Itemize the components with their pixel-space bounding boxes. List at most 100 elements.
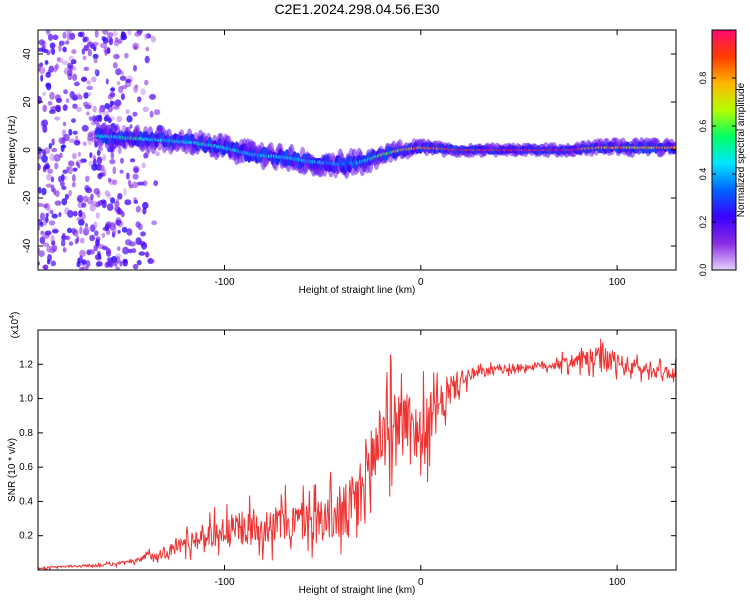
colorbar-tick-label: 0.4 [698,168,708,181]
spectrogram-noise-cell [137,96,142,103]
spectrogram-noise-cell [40,230,44,235]
spectrogram-noise-cell [128,241,136,247]
spectrogram-noise-cell [73,140,81,146]
snr-y-tick-label: 1.2 [19,359,33,370]
spectrogram-noise-cell [85,260,91,268]
snr-x-axis-label: Height of straight line (km) [299,585,416,596]
spectrogram-noise-cell [149,93,156,100]
spectrogram-noise-cell [97,253,102,260]
snr-y-ticks: 0.2 0.4 0.6 0.8 1.0 1.2 [19,359,676,542]
spectrogram-noise-cell [43,147,51,155]
spectrogram-noise-cell [133,65,137,72]
spectrogram-noise-cell [114,99,122,107]
spectrogram-noise-cell [153,109,161,116]
snr-y-multiplier: (x104) [9,312,21,339]
spectrogram-noise-cell [87,135,94,142]
spectrogram-noise-cell [42,204,49,208]
spectrogram-noise-cell [113,259,118,267]
spectrogram-noise-cell [117,229,121,234]
spectrogram-noise-cell [135,237,142,246]
spectrogram-noise-cell [86,111,90,116]
spectrogram-noise-cell [61,232,66,240]
spectrogram-noise-cell [101,232,106,238]
spectrogram-noise-cell [48,143,52,149]
spectrogram-noise-cell [54,104,61,112]
spectrogram-noise-cell [61,60,69,66]
spectrogram-noise-cell [93,244,99,252]
spectrogram-noise-cell [54,162,59,170]
spectrogram-noise-cell [81,202,87,208]
spectrogram-noise-cell [88,116,93,121]
spectrogram-noise-cell [76,261,81,268]
spectrogram-noise-cell [81,259,87,265]
spectrogram-noise-cell [133,45,138,50]
spectrogram-noise-cell [45,213,49,218]
spectrogram-noise-cell [42,125,48,133]
snr-y-multiplier-base: (x10 [10,318,21,338]
spectrogram-noise-cell [121,71,125,76]
snr-y-axis-label: SNR (10 * v/v) [7,438,18,502]
spectrogram-noise-cell [110,87,116,92]
spectrogram-noise-cell [38,202,44,207]
spectrogram-noise-cell [104,190,111,197]
spectrogram-noise-cell [45,164,49,170]
spectrogram-noise-cell [60,174,65,182]
spectrogram-noise-cell [106,203,114,211]
spectrogram-noise-cell [62,169,68,174]
spectrogram-noise-cell [119,260,123,267]
spectrogram-noise-cell [60,144,65,152]
spectrogram-noise-cell [92,115,97,122]
spectrogram-noise-cell [94,30,99,38]
spectrogram-noise-cell [107,147,114,153]
spectrogram-noise-cell [52,229,59,234]
spectrogram-noise-cell [42,91,47,96]
spectrogram-noise-cell [41,187,47,196]
spectrogram-noise-cell [39,236,46,245]
spectrogram-noise-cell [109,159,116,165]
spectrogram-noise-cell [58,44,62,52]
spectrogram-noise-cell [115,68,122,76]
spectrogram-noise-cell [65,235,71,241]
spectrogram-noise-cell [112,226,117,235]
spectrogram-noise-cell [38,186,42,194]
spectrogram-noise-cell [142,207,147,215]
spectrogram-noise-cell [145,46,150,52]
spectrogram-noise-cell [51,213,58,219]
spectrogram-noise-cell [38,96,42,104]
spectrogram-noise-cell [86,80,92,85]
spectrogram-noise-cell [45,183,53,188]
spectrogram-noise-cell [58,212,62,218]
spectrogram-noise-cell [121,226,128,233]
spectrogram-noise-cell [134,84,139,89]
spectrogram-noise-cell [76,106,82,113]
spectrogram-noise-cell [92,41,99,46]
spectrogram-noise-cell [80,237,85,244]
spectrogram-noise-cell [122,246,129,255]
spectrogram-noise-cell [90,120,96,126]
spectrogram-noise-cell [143,33,148,41]
snr-panel: -100 0 100 0.2 0.4 0.6 0.8 1.0 1.2 Height of st… [7,312,677,596]
spectrogram-noise-cell [85,227,92,232]
spectrogram-noise-cell [105,247,111,255]
spectrogram-noise-cell [82,55,87,61]
spectrogram-noise-cell [140,242,148,250]
spectrogram-noise-cell [87,41,93,47]
spectrogram-noise-cell [41,119,49,127]
spectrogram-x-axis-label: Height of straight line (km) [299,285,416,296]
spectrogram-noise-cell [99,104,106,113]
spectrogram-noise-cell [72,103,78,109]
spectrogram-noise-cell [131,181,139,189]
spectrogram-noise-cell [38,223,41,231]
spectrogram-noise-cell [96,156,103,165]
spectrogram-noise-cell [82,141,87,146]
spectrogram-noise-cell [38,47,44,52]
spectrogram-y-axis-label: Frequency (Hz) [7,116,18,185]
spectrogram-noise-cell [51,244,58,252]
spectrogram-noise-cell [63,133,70,142]
spectrogram-noise-cell [89,234,96,242]
spectrogram-noise-cell [74,81,80,87]
spectrogram-noise-cell [71,182,76,188]
spectrogram-noise-cell [75,161,79,166]
spectrogram-noise-cell [40,232,46,237]
